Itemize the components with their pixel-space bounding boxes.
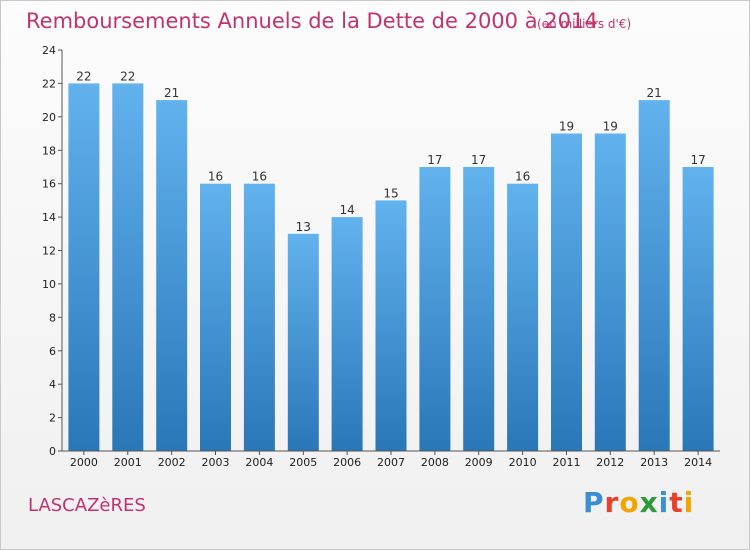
x-tick-label-2010: 2010 bbox=[509, 456, 537, 469]
bar-2000 bbox=[68, 83, 100, 452]
logo-letter: o bbox=[619, 486, 640, 519]
x-tick-label-2004: 2004 bbox=[245, 456, 273, 469]
y-tick-label-20: 20 bbox=[42, 111, 56, 124]
data-label-2007: 15 bbox=[383, 186, 398, 200]
bar-2012 bbox=[594, 133, 626, 451]
x-tick-label-2012: 2012 bbox=[596, 456, 624, 469]
logo-letter: i bbox=[658, 486, 670, 519]
logo-letter: t bbox=[669, 486, 684, 519]
data-label-2006: 14 bbox=[339, 203, 354, 217]
data-label-2003: 16 bbox=[208, 170, 223, 184]
data-label-2001: 22 bbox=[120, 69, 135, 83]
x-tick-label-2013: 2013 bbox=[640, 456, 668, 469]
commune-name: LASCAZèRES bbox=[28, 495, 146, 516]
data-label-2014: 17 bbox=[690, 153, 705, 167]
y-tick-label-14: 14 bbox=[42, 211, 56, 224]
data-label-2013: 21 bbox=[647, 86, 662, 100]
data-label-2009: 17 bbox=[471, 153, 486, 167]
x-tick-label-2014: 2014 bbox=[684, 456, 712, 469]
bar-2007 bbox=[375, 200, 407, 451]
logo-letter: x bbox=[639, 486, 659, 519]
data-label-2011: 19 bbox=[559, 120, 574, 134]
y-tick-label-0: 0 bbox=[49, 445, 56, 458]
bar-2004 bbox=[243, 183, 275, 451]
chart-unit: (en milliers d'€) bbox=[537, 17, 632, 31]
x-tick-label-2008: 2008 bbox=[421, 456, 449, 469]
bar-2003 bbox=[200, 183, 231, 451]
logo-letter: i bbox=[683, 486, 695, 519]
y-tick-label-4: 4 bbox=[49, 378, 56, 391]
x-tick-label-2011: 2011 bbox=[553, 456, 581, 469]
bar-2001 bbox=[112, 83, 144, 452]
data-label-2005: 13 bbox=[296, 220, 311, 234]
data-label-2000: 22 bbox=[76, 69, 91, 83]
data-label-2010: 16 bbox=[515, 170, 530, 184]
y-tick-label-6: 6 bbox=[49, 345, 56, 358]
bar-2005 bbox=[287, 233, 319, 451]
x-tick-label-2000: 2000 bbox=[70, 456, 98, 469]
proxiti-logo: Proxiti bbox=[583, 486, 694, 519]
x-tick-label-2003: 2003 bbox=[202, 456, 230, 469]
bar-2014 bbox=[682, 167, 714, 451]
bar-2010 bbox=[507, 183, 539, 451]
logo-letter: r bbox=[604, 486, 620, 519]
y-tick-label-24: 24 bbox=[42, 44, 56, 57]
y-tick-label-8: 8 bbox=[49, 311, 56, 324]
y-tick-label-22: 22 bbox=[42, 77, 56, 90]
bar-2006 bbox=[331, 217, 363, 451]
x-tick-label-2002: 2002 bbox=[158, 456, 186, 469]
data-label-2002: 21 bbox=[164, 86, 179, 100]
chart-title: Remboursements Annuels de la Dette de 20… bbox=[26, 9, 598, 33]
x-tick-label-2001: 2001 bbox=[114, 456, 142, 469]
bar-2013 bbox=[638, 100, 670, 451]
y-tick-label-2: 2 bbox=[49, 412, 56, 425]
x-tick-label-2007: 2007 bbox=[377, 456, 405, 469]
x-tick-label-2006: 2006 bbox=[333, 456, 361, 469]
logo-letter: P bbox=[583, 486, 605, 519]
y-tick-label-10: 10 bbox=[42, 278, 56, 291]
bar-2002 bbox=[156, 100, 188, 451]
x-tick-label-2009: 2009 bbox=[465, 456, 493, 469]
y-tick-label-18: 18 bbox=[42, 144, 56, 157]
data-label-2008: 17 bbox=[427, 153, 442, 167]
data-label-2004: 16 bbox=[252, 170, 267, 184]
data-label-2012: 19 bbox=[603, 120, 618, 134]
bar-2009 bbox=[463, 167, 495, 451]
y-tick-label-12: 12 bbox=[42, 245, 56, 258]
bar-2011 bbox=[551, 133, 582, 451]
x-tick-label-2005: 2005 bbox=[289, 456, 317, 469]
bar-2008 bbox=[419, 167, 451, 451]
y-tick-label-16: 16 bbox=[42, 178, 56, 191]
